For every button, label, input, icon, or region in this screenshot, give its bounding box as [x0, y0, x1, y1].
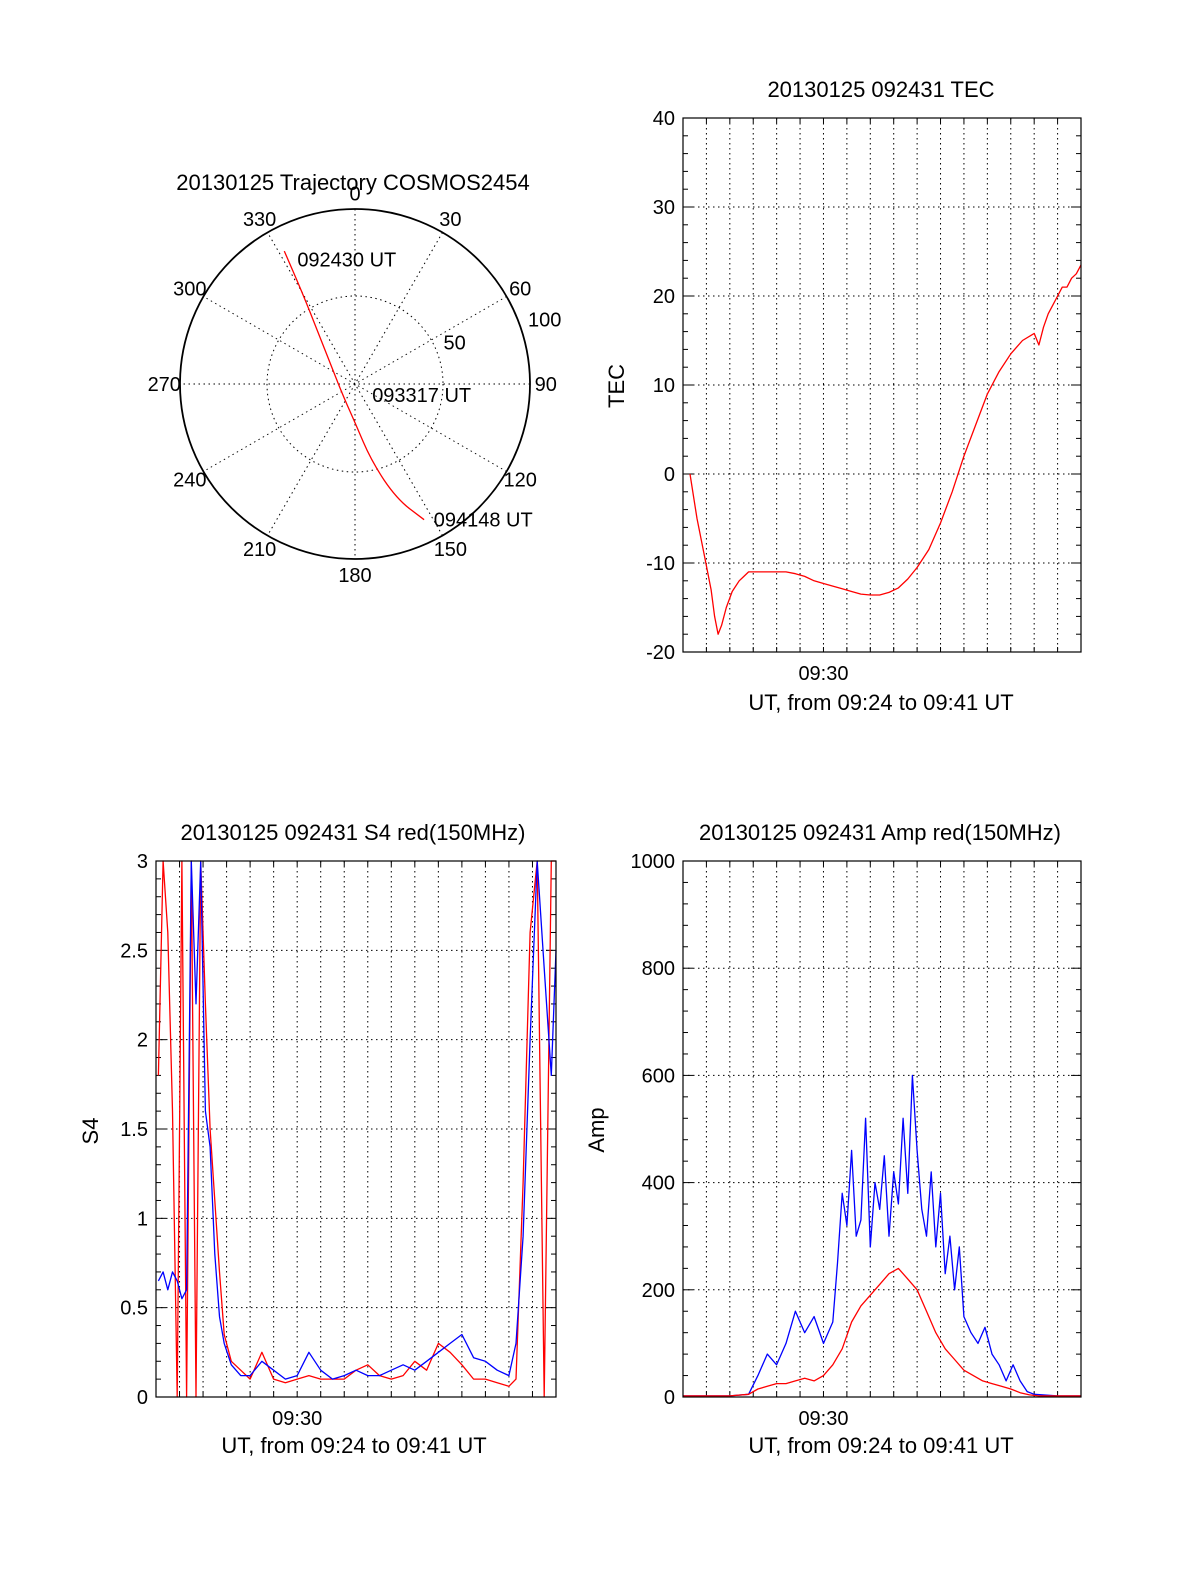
- azimuth-label: 330: [243, 209, 276, 231]
- s4-xlabel: UT, from 09:24 to 09:41 UT: [221, 1433, 486, 1458]
- tec-series: [689, 264, 1082, 635]
- amp-chart: 20130125 092431 Amp red(150MHz) 0 200 400 6…: [584, 820, 1082, 1458]
- tec-grid: [683, 118, 1081, 652]
- series-line: [157, 860, 557, 1380]
- y-tick-label: 1.5: [120, 1119, 148, 1141]
- y-tick-label: 200: [642, 1280, 675, 1302]
- trajectory-annotations: 092430 UT 093317 UT 094148 UT: [297, 249, 532, 531]
- y-tick-label: 1000: [631, 851, 676, 873]
- y-tick-label: 1: [137, 1208, 148, 1230]
- y-tick-label: 10: [653, 375, 675, 397]
- series-line: [689, 264, 1082, 635]
- polar-ring-inner: [266, 295, 444, 473]
- x-tick-label: 09:30: [798, 663, 848, 685]
- azimuth-label: 90: [535, 374, 557, 396]
- y-tick-label: 400: [642, 1173, 675, 1195]
- series-line: [157, 860, 556, 1398]
- y-tick-label: 600: [642, 1065, 675, 1087]
- amp-grid: [683, 861, 1081, 1397]
- y-tick-label: 2: [137, 1030, 148, 1052]
- amp-frame: [682, 860, 1082, 1398]
- s4-chart: 20130125 092431 S4 red(150MHz) 0 0.5 1 1.5 2…: [78, 820, 557, 1458]
- series-line: [683, 1074, 1081, 1397]
- polar-spoke: [267, 232, 443, 536]
- y-tick-label: 2.5: [120, 940, 148, 962]
- y-tick-label: 20: [653, 286, 675, 308]
- azimuth-label: 210: [243, 539, 276, 561]
- y-tick-label: 0: [664, 1387, 675, 1409]
- y-tick-label: 40: [653, 108, 675, 130]
- y-tick-label: 800: [642, 958, 675, 980]
- y-tick-label: 30: [653, 197, 675, 219]
- polar-azimuth-labels: 0 30 60 90 120 150 180 210 240 270 300 330: [148, 183, 557, 587]
- y-tick-label: -10: [646, 553, 675, 575]
- s4-series: [157, 860, 557, 1398]
- s4-grid: [156, 861, 556, 1397]
- y-tick-label: 3: [137, 851, 148, 873]
- azimuth-label: 240: [173, 469, 206, 491]
- tec-xlabel: UT, from 09:24 to 09:41 UT: [748, 690, 1013, 715]
- amp-xlabel: UT, from 09:24 to 09:41 UT: [748, 1433, 1013, 1458]
- tec-chart: 20130125 092431 TEC -20 -10 0 10 20 30 40 09:30…: [604, 77, 1082, 715]
- azimuth-label: 300: [173, 279, 206, 301]
- azimuth-label: 60: [509, 279, 531, 301]
- polar-spokes: [180, 209, 530, 559]
- y-tick-label: -20: [646, 642, 675, 664]
- azimuth-label: 270: [148, 374, 181, 396]
- polar-radial-labels: 50 100: [444, 310, 562, 355]
- trajectory-annotation: 093317 UT: [372, 385, 471, 407]
- azimuth-label: 120: [504, 469, 537, 491]
- amp-ylabel: Amp: [584, 1107, 609, 1152]
- tec-title: 20130125 092431 TEC: [767, 77, 994, 102]
- azimuth-label: 150: [434, 539, 467, 561]
- x-tick-label: 09:30: [272, 1408, 322, 1430]
- polar-trajectory-chart: 20130125 Trajectory COSMOS2454 0 30 60 90 12…: [148, 170, 562, 587]
- s4-frame: [155, 860, 557, 1398]
- x-tick-label: 09:30: [798, 1408, 848, 1430]
- series-line: [683, 1267, 1081, 1397]
- y-tick-label: 0: [664, 464, 675, 486]
- y-tick-label: 0: [137, 1387, 148, 1409]
- azimuth-label: 30: [439, 209, 461, 231]
- radial-label: 100: [528, 310, 561, 332]
- azimuth-label: 180: [338, 565, 371, 587]
- tec-ylabel: TEC: [604, 364, 629, 408]
- radial-label: 50: [444, 332, 466, 354]
- azimuth-label: 0: [349, 183, 360, 205]
- amp-title: 20130125 092431 Amp red(150MHz): [699, 820, 1061, 845]
- y-tick-label: 0.5: [120, 1298, 148, 1320]
- amp-series: [683, 1074, 1081, 1397]
- trajectory-line: [283, 250, 425, 521]
- polar-title: 20130125 Trajectory COSMOS2454: [176, 170, 529, 195]
- trajectory-annotation: 092430 UT: [297, 249, 396, 271]
- tec-frame: [682, 117, 1082, 653]
- s4-ylabel: S4: [78, 1118, 103, 1145]
- s4-title: 20130125 092431 S4 red(150MHz): [181, 820, 526, 845]
- tec-ticks: -20 -10 0 10 20 30 40 09:30: [646, 108, 1081, 685]
- trajectory-annotation: 094148 UT: [434, 509, 533, 531]
